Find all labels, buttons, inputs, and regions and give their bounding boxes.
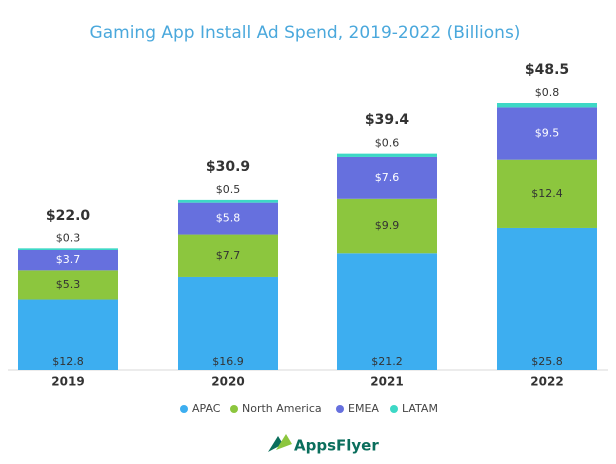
- bar-segment: [178, 234, 278, 277]
- bar-segment: [337, 153, 437, 157]
- x-tick-label: 2021: [370, 375, 403, 389]
- value-label: $0.5: [216, 183, 241, 196]
- value-label: $0.8: [535, 86, 560, 99]
- bar-segment: [337, 198, 437, 254]
- value-label: $12.8: [52, 355, 84, 368]
- bar-segment: [18, 248, 118, 250]
- bar-segment: [18, 270, 118, 300]
- legend-marker: [230, 405, 238, 413]
- value-label: $3.7: [56, 253, 81, 266]
- value-label: $7.7: [216, 249, 241, 262]
- x-tick-label: 2019: [51, 375, 84, 389]
- bar-segment: [178, 202, 278, 235]
- bar-segment: [18, 299, 118, 370]
- value-label: $9.5: [535, 127, 560, 140]
- bar-segment: [18, 249, 118, 271]
- legend-marker: [390, 405, 398, 413]
- value-label: $5.3: [56, 278, 81, 291]
- bar-segment: [497, 103, 597, 108]
- logo-text: AppsFlyer: [294, 437, 379, 455]
- x-tick-label: 2020: [211, 375, 244, 389]
- value-label: $9.9: [375, 219, 400, 232]
- bar-segment: [337, 156, 437, 199]
- bar-segment: [178, 199, 278, 203]
- logo-icon: [268, 434, 292, 452]
- legend-label: North America: [242, 402, 322, 415]
- total-label: $39.4: [365, 112, 410, 128]
- total-label: $48.5: [525, 62, 569, 78]
- legend-label: APAC: [192, 402, 221, 415]
- value-label: $21.2: [371, 355, 403, 368]
- bar-segment: [497, 159, 597, 228]
- total-label: $22.0: [46, 208, 91, 224]
- value-label: $12.4: [531, 187, 563, 200]
- bar-segment: [497, 107, 597, 160]
- bar-segment: [337, 253, 437, 370]
- bar-segment: [178, 276, 278, 370]
- legend-marker: [180, 405, 188, 413]
- value-label: $7.6: [375, 171, 400, 184]
- chart-title: Gaming App Install Ad Spend, 2019-2022 (…: [90, 23, 521, 43]
- bar-segment: [497, 227, 597, 370]
- value-label: $0.3: [56, 231, 81, 244]
- x-tick-label: 2022: [530, 375, 563, 389]
- value-label: $16.9: [212, 355, 244, 368]
- legend-marker: [336, 405, 344, 413]
- total-label: $30.9: [206, 159, 250, 175]
- legend-label: EMEA: [348, 402, 379, 415]
- value-label: $5.8: [216, 212, 241, 225]
- value-label: $25.8: [531, 355, 563, 368]
- legend-label: LATAM: [402, 402, 438, 415]
- value-label: $0.6: [375, 137, 400, 150]
